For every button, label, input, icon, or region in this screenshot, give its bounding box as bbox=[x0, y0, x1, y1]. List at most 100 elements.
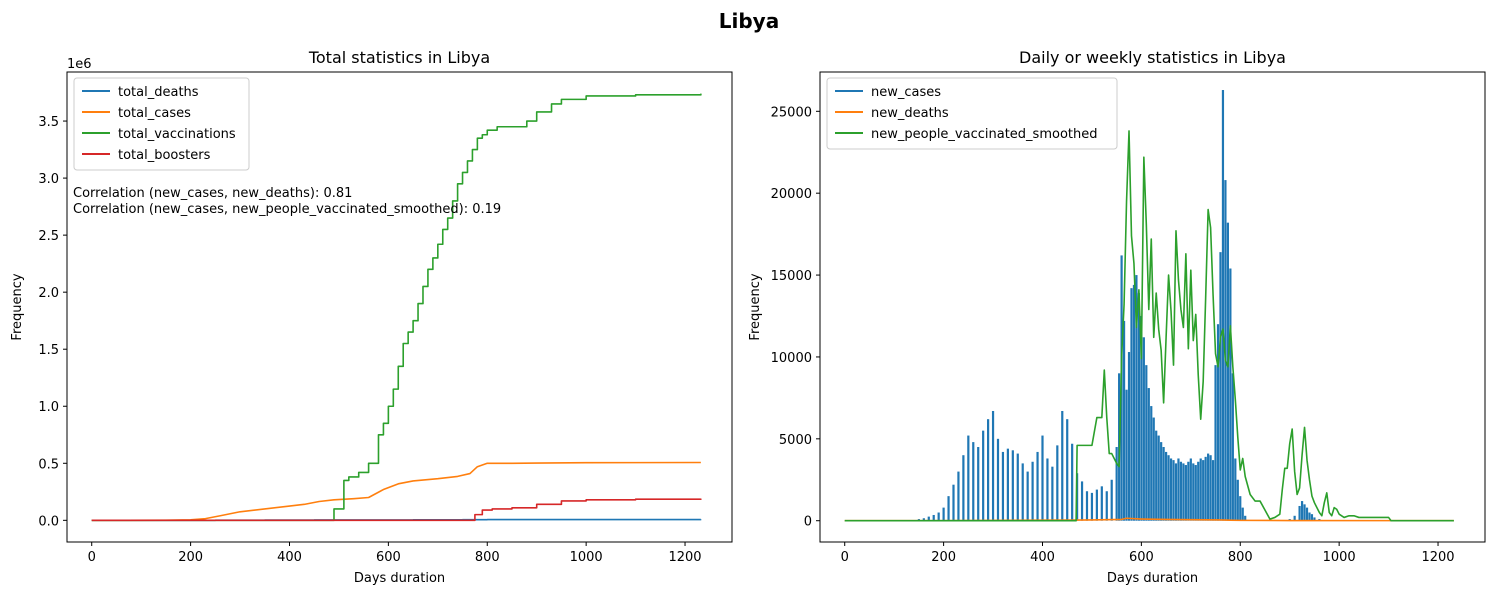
bar-new-cases bbox=[962, 455, 965, 521]
x-tick-label: 1000 bbox=[570, 550, 603, 565]
figure-title: Libya bbox=[719, 9, 779, 33]
bar-new-cases bbox=[1204, 456, 1207, 521]
legend-label: total_cases bbox=[118, 106, 191, 121]
bar-new-cases bbox=[1303, 504, 1306, 521]
bar-new-cases bbox=[1090, 492, 1094, 521]
bar-new-cases bbox=[1140, 316, 1143, 521]
bar-new-cases bbox=[987, 419, 990, 521]
y-scale-label: 1e6 bbox=[67, 57, 92, 72]
bar-new-cases bbox=[1150, 406, 1153, 521]
bar-new-cases bbox=[1110, 479, 1113, 521]
bar-new-cases bbox=[1184, 465, 1187, 521]
chart-title: Daily or weekly statistics in Libya bbox=[1019, 48, 1286, 67]
bar-new-cases bbox=[1187, 461, 1190, 521]
bar-new-cases bbox=[947, 496, 950, 521]
bar-new-cases bbox=[1152, 417, 1155, 521]
x-tick-label: 600 bbox=[376, 550, 401, 565]
bar-new-cases bbox=[1125, 389, 1128, 521]
x-tick-label: 1200 bbox=[1421, 550, 1454, 565]
bar-new-cases bbox=[1298, 505, 1301, 521]
bar-new-cases bbox=[957, 471, 960, 521]
bar-new-cases bbox=[1135, 275, 1138, 521]
bar-new-cases bbox=[967, 435, 970, 521]
annotation-text: Correlation (new_cases, new_deaths): 0.8… bbox=[73, 186, 352, 201]
bar-new-cases bbox=[1031, 461, 1034, 521]
bar-new-cases bbox=[1179, 461, 1183, 521]
y-tick-label: 0 bbox=[804, 515, 812, 530]
bar-new-cases bbox=[1214, 365, 1217, 521]
bar-new-cases bbox=[952, 484, 955, 521]
bar-new-cases bbox=[1199, 458, 1202, 521]
y-tick-label: 1.0 bbox=[38, 400, 59, 415]
bar-new-cases bbox=[1305, 507, 1309, 521]
bar-new-cases bbox=[1164, 451, 1168, 521]
bar-new-cases bbox=[1011, 450, 1014, 521]
bar-new-cases bbox=[1142, 337, 1145, 521]
bar-new-cases bbox=[932, 514, 935, 521]
x-tick-label: 800 bbox=[475, 550, 500, 565]
bar-new-cases bbox=[1197, 461, 1200, 521]
bar-new-cases bbox=[1001, 451, 1005, 521]
bar-new-cases bbox=[1105, 491, 1108, 521]
bar-new-cases bbox=[1221, 90, 1225, 521]
bar-new-cases bbox=[1308, 512, 1311, 521]
x-tick-label: 200 bbox=[931, 550, 956, 565]
bar-new-cases bbox=[1241, 507, 1244, 521]
y-tick-label: 5000 bbox=[779, 433, 812, 448]
legend-label: new_cases bbox=[871, 85, 941, 100]
chart-total-statistics: Total statistics in Libya 0 200 400 600 800 10… bbox=[10, 48, 733, 586]
legend-label: new_people_vaccinated_smoothed bbox=[871, 127, 1097, 142]
bar-new-cases bbox=[1226, 222, 1229, 521]
bar-new-cases bbox=[1157, 435, 1160, 521]
x-axis-label: Days duration bbox=[354, 571, 445, 586]
bar-new-cases bbox=[1021, 463, 1024, 521]
bar-new-cases bbox=[1071, 443, 1074, 521]
series-line-new-people-vaccinated-smoothed bbox=[844, 130, 1454, 522]
y-tick-label: 3.5 bbox=[38, 115, 59, 130]
legend-label: new_deaths bbox=[871, 106, 949, 121]
bar-new-cases bbox=[1145, 365, 1148, 521]
x-tick-label: 200 bbox=[178, 550, 203, 565]
y-tick-label: 1.5 bbox=[38, 343, 59, 358]
bar-new-cases bbox=[1192, 463, 1195, 521]
bar-new-cases bbox=[1036, 451, 1039, 521]
plot-area bbox=[844, 90, 1454, 522]
x-tick-label: 0 bbox=[841, 550, 849, 565]
bar-new-cases bbox=[1085, 491, 1089, 521]
bar-new-cases bbox=[1155, 430, 1158, 521]
bar-new-cases bbox=[1202, 460, 1205, 521]
bar-new-cases bbox=[1041, 435, 1044, 521]
bar-new-cases bbox=[996, 438, 1000, 521]
bar-new-cases bbox=[1160, 442, 1163, 521]
series-line-total-cases bbox=[91, 461, 701, 522]
series-line-total-vaccinations bbox=[91, 93, 702, 522]
bar-new-cases bbox=[1174, 463, 1178, 521]
bar-new-cases bbox=[1310, 514, 1314, 521]
bar-new-cases bbox=[1239, 496, 1242, 521]
bar-new-cases bbox=[1137, 293, 1141, 521]
bar-new-cases bbox=[1056, 445, 1059, 521]
bar-new-cases bbox=[1061, 410, 1064, 521]
legend-label: total_boosters bbox=[118, 148, 211, 163]
bar-new-cases bbox=[1127, 352, 1131, 521]
bar-new-cases bbox=[1182, 463, 1185, 521]
y-tick-label: 0.0 bbox=[38, 514, 59, 529]
bar-new-cases bbox=[1095, 489, 1098, 521]
x-axis-label: Days duration bbox=[1107, 571, 1198, 586]
y-tick-label: 2.0 bbox=[38, 286, 59, 301]
bar-new-cases bbox=[1189, 458, 1192, 521]
y-tick-label: 0.5 bbox=[38, 457, 59, 472]
bar-new-cases bbox=[1211, 460, 1215, 521]
axes-frame bbox=[66, 71, 733, 543]
bar-new-cases bbox=[1234, 458, 1237, 521]
bar-new-cases bbox=[1162, 447, 1165, 521]
axes-frame bbox=[819, 71, 1486, 543]
bar-new-cases bbox=[1219, 252, 1222, 521]
bar-new-cases bbox=[1147, 388, 1150, 521]
legend-box bbox=[73, 77, 250, 171]
y-tick-label: 10000 bbox=[771, 351, 812, 366]
y-axis-label: Frequency bbox=[748, 273, 763, 340]
legend-label: total_vaccinations bbox=[118, 127, 236, 142]
bar-new-cases bbox=[972, 442, 975, 521]
